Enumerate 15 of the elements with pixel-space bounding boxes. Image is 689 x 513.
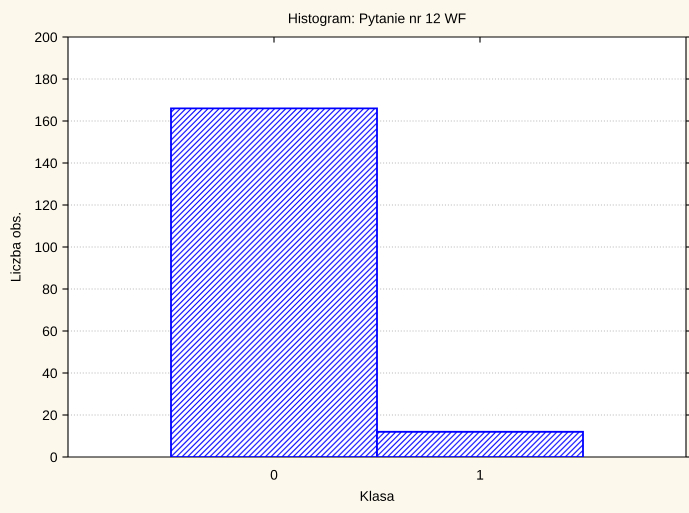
y-tick-label: 160 (35, 116, 58, 126)
y-tick-label: 140 (35, 158, 58, 168)
y-tick-label: 0 (50, 452, 58, 462)
y-tick-label: 180 (35, 74, 58, 84)
y-tick-label: 60 (42, 326, 58, 336)
y-tick-label: 200 (35, 32, 58, 42)
y-tick-label: 20 (42, 410, 58, 420)
chart-title: Histogram: Pytanie nr 12 WF (288, 13, 466, 26)
y-axis-title: Liczba obs. (10, 213, 21, 281)
x-tick-label: 1 (477, 470, 484, 480)
y-tick-label: 120 (35, 200, 58, 210)
y-tick-label: 100 (35, 242, 58, 252)
y-tick-label: 80 (42, 284, 58, 294)
x-axis-title: Klasa (360, 490, 394, 501)
y-tick-label: 40 (42, 368, 58, 378)
